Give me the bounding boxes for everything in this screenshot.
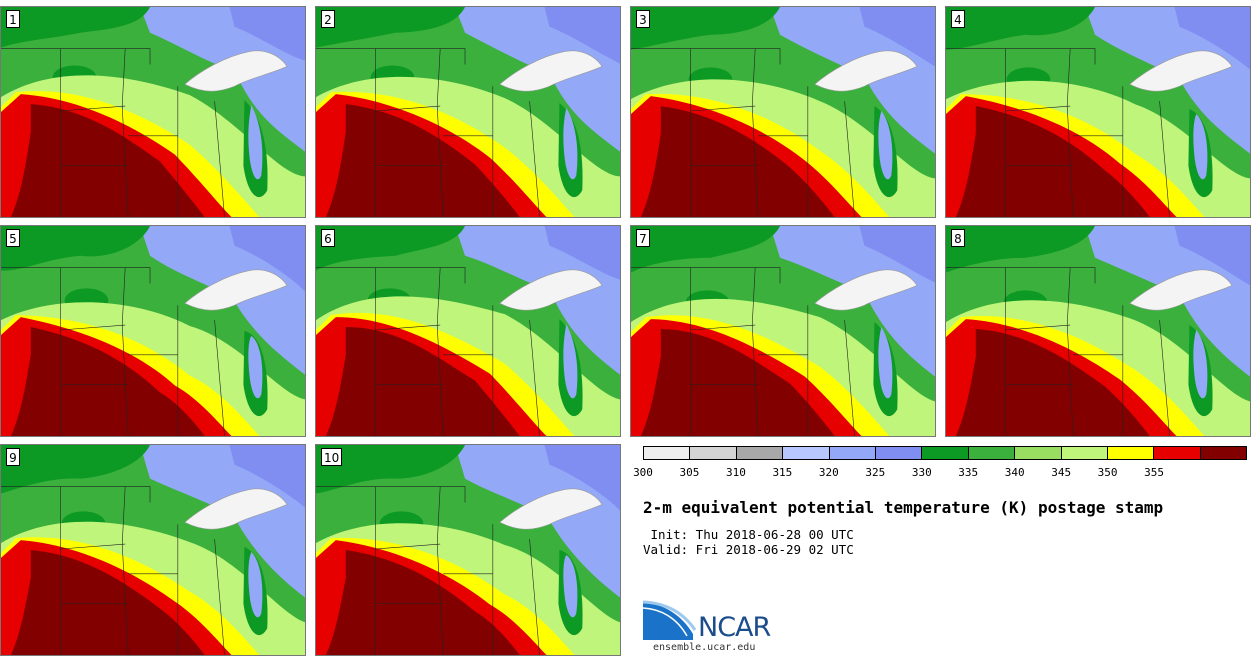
colorbar-tick-label: 330 [911, 466, 932, 479]
colorbar-tick-label: 350 [1097, 466, 1118, 479]
member-label: 1 [6, 10, 20, 28]
colorbar-swatch [1061, 447, 1108, 459]
theta-e-map [316, 445, 620, 655]
colorbar-legend [643, 446, 1247, 460]
colorbar-swatch [829, 447, 876, 459]
theta-e-map [1, 7, 305, 217]
member-label: 9 [6, 448, 20, 466]
theta-e-map [1, 445, 305, 655]
colorbar-swatch [1154, 447, 1201, 459]
colorbar-tick-label: 315 [772, 466, 793, 479]
colorbar-ticks: 300 305 310 315 320 325 330 335 340 345 350 355 [633, 466, 1247, 480]
colorbar-swatch [1200, 447, 1247, 459]
site-url: ensemble.ucar.edu [653, 642, 756, 653]
theta-e-map [1, 226, 305, 436]
member-label: 10 [321, 448, 343, 466]
stamp-panel: 5 [0, 225, 306, 437]
theta-e-map [946, 226, 1250, 436]
theta-e-map [631, 7, 935, 217]
member-label: 8 [951, 229, 965, 247]
stamp-panel: 7 [630, 225, 936, 437]
colorbar-tick-label: 325 [865, 466, 886, 479]
colorbar-swatch [783, 447, 830, 459]
stamp-panel: 2 [315, 6, 621, 218]
theta-e-map [631, 226, 935, 436]
colorbar-tick-label: 335 [958, 466, 979, 479]
stamp-panel: 1 [0, 6, 306, 218]
figure-title: 2-m equivalent potential temperature (K)… [643, 498, 1164, 517]
member-label: 6 [321, 229, 335, 247]
theta-e-map [316, 226, 620, 436]
colorbar-swatch [644, 447, 691, 459]
colorbar-tick-label: 310 [725, 466, 746, 479]
stamp-panel: 10 [315, 444, 621, 656]
init-time: Init: Thu 2018-06-28 00 UTC [643, 527, 854, 542]
stamp-panel: 4 [945, 6, 1251, 218]
colorbar-tick-label: 340 [1004, 466, 1025, 479]
colorbar-swatch [968, 447, 1016, 459]
colorbar-tick-label: 355 [1144, 466, 1164, 479]
member-label: 2 [321, 10, 335, 28]
member-label: 7 [636, 229, 650, 247]
colorbar-swatch [1015, 447, 1062, 459]
colorbar-tick-label: 305 [679, 466, 700, 479]
stamp-panel: 6 [315, 225, 621, 437]
valid-time: Valid: Fri 2018-06-29 02 UTC [643, 542, 854, 557]
ncar-logo-icon [643, 600, 697, 640]
member-label: 4 [951, 10, 965, 28]
colorbar-swatch [922, 447, 969, 459]
member-label: 5 [6, 229, 20, 247]
stamp-panel: 8 [945, 225, 1251, 437]
colorbar-tick-label: 300 [633, 466, 653, 479]
colorbar-swatch [736, 447, 784, 459]
ncar-logo-text: NCAR [698, 612, 771, 643]
colorbar-tick-label: 345 [1051, 466, 1072, 479]
stamp-panel: 9 [0, 444, 306, 656]
colorbar-swatch [875, 447, 923, 459]
theta-e-map [316, 7, 620, 217]
colorbar-swatch [690, 447, 737, 459]
colorbar-swatch [1107, 447, 1155, 459]
theta-e-map [946, 7, 1250, 217]
member-label: 3 [636, 10, 650, 28]
colorbar-tick-label: 320 [818, 466, 839, 479]
stamp-panel: 3 [630, 6, 936, 218]
